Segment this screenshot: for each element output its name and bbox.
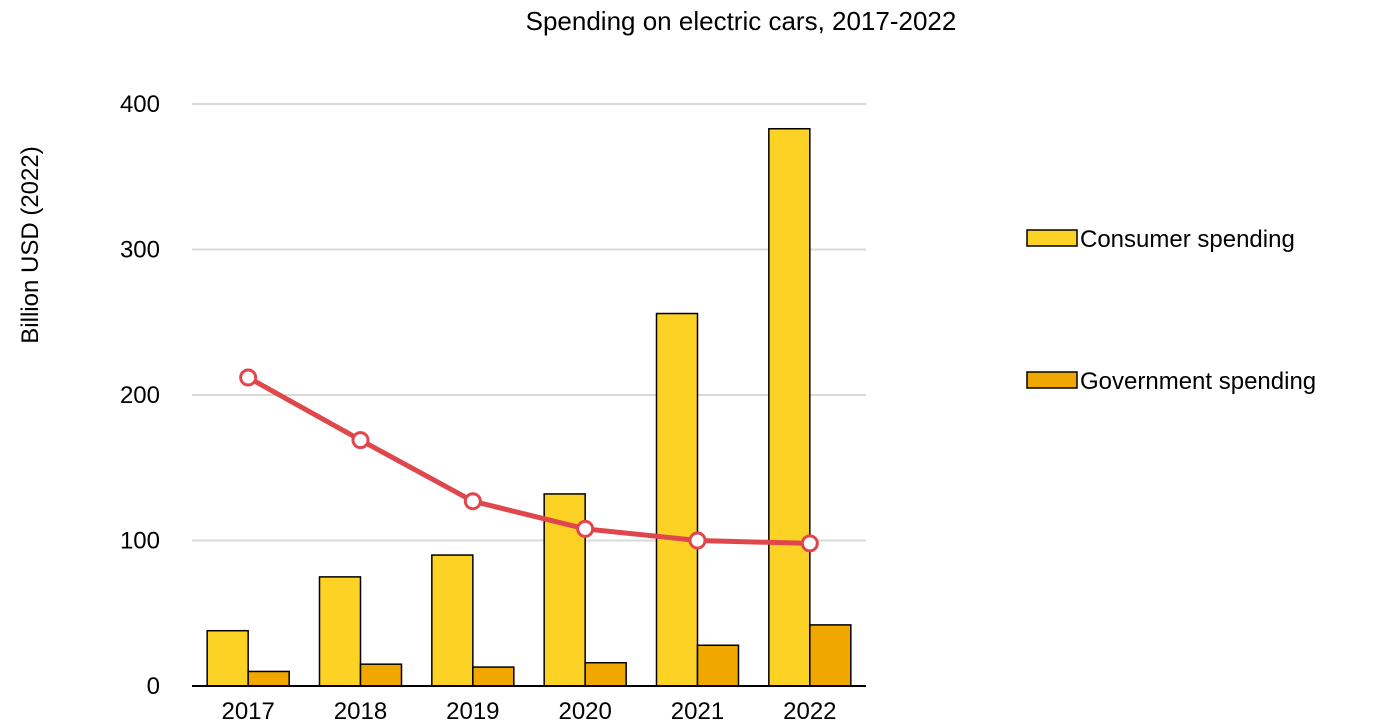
y-axis-title: Billion USD (2022): [17, 146, 44, 343]
government-spending-bar: [247, 670, 290, 687]
government-spending-bar: [696, 644, 740, 687]
y-tick-label: 200: [120, 382, 160, 409]
y-tick-label: 300: [120, 237, 160, 264]
consumer-spending-bar: [206, 629, 249, 687]
y-tick-label: 400: [120, 91, 160, 118]
y-tick-label: 100: [120, 528, 160, 555]
trend-line-marker: [688, 531, 707, 550]
x-tick-label: 2019: [446, 698, 499, 725]
trend-line-marker: [463, 492, 482, 511]
x-tick-label: 2021: [671, 698, 724, 725]
consumer-spending-bar: [768, 127, 811, 687]
trend-line: [239, 368, 819, 553]
trend-line-marker: [239, 368, 258, 387]
consumer-spending-bar: [431, 554, 474, 687]
consumer-spending-bar: [655, 312, 699, 687]
x-tick-label: 2022: [783, 698, 836, 725]
x-tick-label: 2017: [221, 698, 274, 725]
legend-label: Government spending: [1080, 368, 1316, 395]
trend-line-marker: [576, 519, 595, 538]
gridlines: [192, 103, 866, 542]
axes: 0 100 200 300 400 2017 2018 2019 2020 2021 2022: [120, 91, 866, 725]
legend-swatch: [1026, 371, 1078, 389]
government-spending-bar: [809, 624, 852, 687]
trend-line-marker: [800, 534, 819, 553]
legend-swatch: [1026, 229, 1078, 247]
government-spending-bar: [584, 661, 627, 687]
chart-title: Spending on electric cars, 2017-2022: [526, 6, 957, 36]
trend-line-marker: [351, 431, 370, 450]
x-tick-label: 2018: [334, 698, 387, 725]
legend: Consumer spending Government spending: [1026, 226, 1316, 395]
x-tick-label: 2020: [558, 698, 611, 725]
legend-label: Consumer spending: [1080, 226, 1295, 253]
government-spending-bar: [359, 663, 403, 687]
consumer-spending-bar: [318, 576, 362, 687]
y-tick-label: 0: [147, 673, 160, 700]
trend-line-path: [245, 375, 813, 546]
government-spending-bar: [472, 666, 515, 687]
